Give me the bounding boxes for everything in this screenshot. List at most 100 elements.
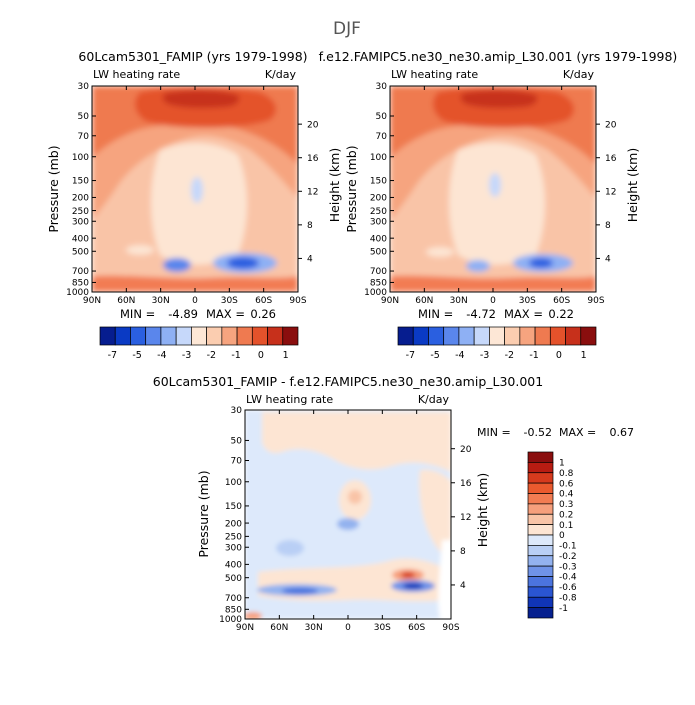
x-tick-label-2-1: 60N: [415, 296, 433, 306]
y-tick-label-1-3: 100: [72, 153, 89, 163]
panel-1: 60Lcam5301_FAMIP (yrs 1979-1998) LW heat…: [46, 49, 342, 361]
colorbar-2-label-1: -5: [430, 350, 439, 361]
colorbar-2-label-6: 0: [556, 350, 562, 361]
colorbar-1-swatch-8: [221, 326, 238, 346]
colorbar-3-swatch-9: [527, 545, 554, 557]
colorbar-3-swatch-6: [527, 513, 554, 525]
panel-1-colorbar: -7 -5 -4 -3 -2 -1 0 1: [99, 326, 299, 361]
x-tick-label-1-1: 60N: [117, 296, 135, 306]
panel-3-shade-right-edge: [438, 540, 451, 619]
colorbar-3-label-1: 0.8: [559, 469, 574, 479]
panel-2-max-value: 0.22: [548, 307, 574, 321]
panel-2-max-label: MAX =: [504, 307, 543, 321]
panel-2-shade-tropical-light: [449, 143, 545, 265]
colorbar-3-label-11: -0.4: [559, 573, 577, 583]
panel-2-shade-boundary-light: [426, 247, 454, 257]
colorbar-3-swatch-14: [527, 596, 554, 608]
height-tick-label-3-4: 4: [460, 581, 466, 591]
height-tick-label-2-1: 16: [605, 154, 617, 164]
colorbar-1-label-1: -5: [132, 350, 141, 361]
y-tick-label-1-6: 250: [72, 207, 89, 217]
colorbar-3-label-7: 0: [559, 531, 565, 541]
y-tick-label-2-11: 850: [370, 279, 387, 289]
panel-3-colorbar: 10.80.60.40.30.20.10-0.1-0.2-0.3-0.4-0.6…: [527, 451, 577, 619]
y-tick-label-2-10: 700: [370, 267, 387, 277]
panel-3-axes: 90N 60N 30N 0 30S 60S 90S 30 50 70 100 150 200 250300…: [219, 406, 472, 633]
colorbar-3-label-9: -0.2: [559, 552, 577, 562]
height-tick-label-2-0: 20: [605, 120, 617, 130]
colorbar-2-swatch-7: [504, 326, 521, 346]
height-tick-label-2-3: 8: [605, 221, 611, 231]
panel-3-field: [245, 410, 451, 619]
panel-3-min-value: -0.52: [524, 426, 552, 439]
panel-3-min-label: MIN =: [477, 426, 511, 439]
panel-2-shade-lowlevel-blue-3: [466, 260, 490, 272]
colorbar-2-swatch-0: [397, 326, 414, 346]
y-tick-label-3-5: 200: [225, 519, 242, 529]
panel-3-shade-midlat-warm: [419, 469, 451, 560]
height-tick-label-1-1: 16: [307, 154, 319, 164]
panel-3-shade-upper-warm: [262, 412, 451, 472]
y-tick-label-3-12: 1000: [219, 615, 242, 625]
colorbar-3-label-12: -0.6: [559, 583, 577, 593]
colorbar-1-swatch-0: [99, 326, 116, 346]
colorbar-3-label-8: -0.1: [559, 542, 577, 552]
y-tick-label-3-11: 850: [225, 606, 242, 616]
height-tick-label-1-0: 20: [307, 120, 319, 130]
panel-1-min-label: MIN =: [120, 307, 155, 321]
colorbar-3-swatch-2: [527, 472, 554, 484]
colorbar-1-swatch-5: [175, 326, 192, 346]
panel-2-units: K/day: [563, 68, 595, 81]
colorbar-2-label-4: -2: [505, 350, 514, 361]
x-tick-label-1-5: 60S: [255, 296, 272, 306]
colorbar-3-swatch-8: [527, 534, 554, 546]
panel-2-field-label: LW heating rate: [391, 68, 478, 81]
colorbar-2-swatch-1: [412, 326, 429, 346]
colorbar-3-swatch-5: [527, 503, 554, 515]
figure-season-title: DJF: [333, 19, 361, 39]
colorbar-3-swatch-3: [527, 482, 554, 494]
colorbar-3-swatch-1: [527, 462, 554, 474]
panel-1-shade-tropical-light: [151, 143, 247, 265]
colorbar-1-swatch-7: [206, 326, 223, 346]
x-tick-label-3-2: 30N: [305, 623, 323, 633]
colorbar-2-swatch-10: [549, 326, 566, 346]
colorbar-3-label-4: 0.3: [559, 500, 573, 510]
colorbar-1-swatch-9: [236, 326, 253, 346]
panel-1-field-label: LW heating rate: [93, 68, 180, 81]
colorbar-1-swatch-2: [130, 326, 147, 346]
panel-1-max-value: 0.26: [250, 307, 276, 321]
height-tick-label-2-4: 4: [605, 255, 611, 265]
colorbar-1-label-7: 1: [283, 350, 289, 361]
y-tick-label-3-10: 700: [225, 594, 242, 604]
panel-3-shade-surface-warm: [245, 612, 262, 619]
y-tick-label-2-3: 100: [370, 153, 387, 163]
y-tick-label-2-0: 30: [376, 82, 388, 92]
height-tick-label-1-3: 8: [307, 221, 313, 231]
panel-3-shade-cool-blob-2: [276, 540, 304, 556]
x-tick-label-1-0: 90N: [83, 296, 101, 306]
x-tick-label-3-6: 90S: [442, 623, 459, 633]
panel-3: 60Lcam5301_FAMIP - f.e12.FAMIPC5.ne30_ne…: [153, 374, 634, 633]
y-tick-label-3-6: 250: [225, 533, 242, 543]
height-tick-label-2-2: 12: [605, 187, 616, 197]
colorbar-3-swatch-7: [527, 524, 554, 536]
y-tick-label-3-4: 150: [225, 502, 242, 512]
y-tick-label-3-8: 400: [225, 561, 242, 571]
panel-2-ylabel-right: Height (km): [625, 148, 640, 222]
colorbar-3-swatch-11: [527, 565, 554, 577]
y-tick-label-1-0: 30: [78, 82, 90, 92]
y-tick-label-3-7: 300: [225, 543, 242, 553]
y-tick-label-2-1: 50: [376, 112, 388, 122]
panel-2-shade-lowlevel-blue-2: [529, 258, 553, 268]
panel-1-shade-lowlevel-blue-3: [163, 258, 191, 272]
colorbar-3-swatch-4: [527, 493, 554, 505]
colorbar-3-label-10: -0.3: [559, 562, 577, 572]
y-tick-label-1-2: 70: [78, 132, 90, 142]
x-tick-label-3-3: 0: [345, 623, 351, 633]
panel-1-shade-surface: [92, 275, 298, 292]
x-tick-label-2-3: 0: [490, 296, 496, 306]
panel-2-shade-light-blue: [489, 173, 501, 197]
x-tick-label-3-1: 60N: [270, 623, 288, 633]
